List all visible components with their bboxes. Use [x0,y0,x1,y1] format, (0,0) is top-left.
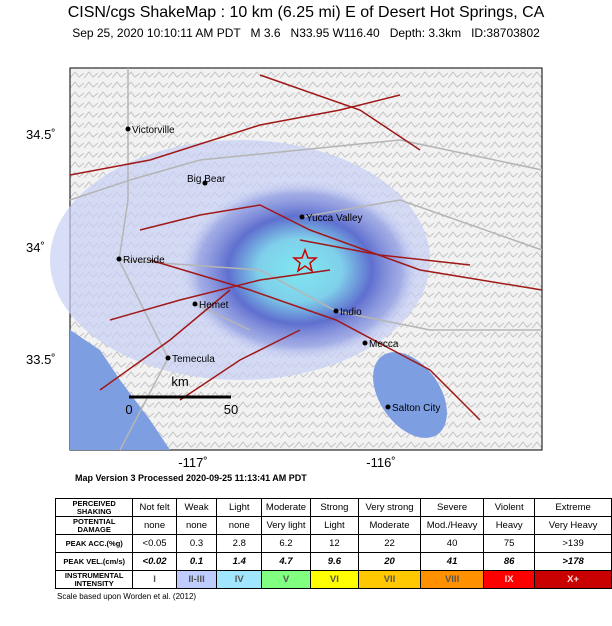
legend-cell: 86 [483,552,536,571]
legend-cell: Strong [309,498,360,517]
legend-header: PEAK ACC.(%g) [54,534,134,553]
place-dot [362,340,368,346]
legend-row: PEAK VEL.(cm/s) <0.02 0.1 1.4 4.7 9.6 20 41 86 >1… [54,552,612,571]
scale-end: 50 [224,402,238,417]
legend-cell: Light [309,516,360,535]
legend-cell: VIII [420,570,485,589]
legend-cell: none [175,516,218,535]
legend-cell: Extreme [534,498,612,517]
legend-cell: IX [483,570,536,589]
legend-cell: none [216,516,263,535]
faults [69,74,543,421]
ocean [70,330,170,450]
place-label: Mecca [369,339,399,350]
place-dot [116,256,122,262]
legend-cell: I [132,570,177,589]
place-dot [125,126,131,132]
place-label: Victorville [132,125,175,136]
legend-cell: Moderate [357,516,422,535]
legend-cell: 22 [357,534,422,553]
legend-cell: Very Heavy [534,516,612,535]
legend-cell: 41 [420,552,485,571]
legend-header: POTENTIAL DAMAGE [54,516,134,535]
legend-cell: Moderate [261,498,311,517]
legend-row: POTENTIAL DAMAGE none none none Very light Li… [54,516,612,535]
legend-cell: Very light [261,516,311,535]
legend-cell: X+ [534,570,612,589]
version: Map Version 3 Processed 2020-09-25 11:13… [75,473,307,483]
legend-cell: Mod./Heavy [420,516,485,535]
legend-cell: II-III [175,570,218,589]
legend-row: PEAK ACC.(%g) <0.05 0.3 2.8 6.2 12 22 40 75 >139 [54,534,612,553]
place-dot [202,180,208,186]
salton-sea [373,352,447,438]
legend-cell: Weak [175,498,218,517]
map: km 0 50 Victorville Big Bear Yucca Valley R… [50,67,543,451]
lat-label: 34.5˚ [26,127,56,142]
legend-cell: <0.02 [132,552,177,571]
legend-cell: VII [357,570,422,589]
lon-label: -117˚ [178,455,208,470]
legend-row: PERCEIVED SHAKING Not felt Weak Light Modera… [54,498,612,517]
place-dot [333,308,339,314]
epicenter [291,247,319,273]
legend-cell: 40 [420,534,485,553]
place-dot [299,214,305,220]
lat-label: 34˚ [26,240,45,255]
legend-cell: Severe [420,498,485,517]
place-dot [165,355,171,361]
place-dot [385,404,391,410]
legend-cell: 4.7 [261,552,311,571]
legend-cell: <0.05 [132,534,177,553]
scale-unit: km [171,374,188,389]
legend-cell: 0.1 [175,552,218,571]
legend-cell: 75 [483,534,536,553]
legend-cell: >178 [534,552,612,571]
legend-cell: >139 [534,534,612,553]
legend-header: PEAK VEL.(cm/s) [54,552,134,571]
legend-header: PERCEIVED SHAKING [54,498,134,517]
footnote: Scale based upon Worden et al. (2012) [57,592,197,601]
legend-cell: none [132,516,177,535]
legend-cell: Heavy [483,516,536,535]
legend-cell: 6.2 [261,534,311,553]
lat-label: 33.5˚ [26,352,56,367]
legend-row: INSTRUMENTAL INTENSITY I II-III IV V VI VII VII… [54,570,612,589]
lon-label: -116˚ [366,455,396,470]
legend-cell: 1.4 [216,552,263,571]
title: CISN/cgs ShakeMap : 10 km (6.25 mi) E of… [67,4,545,21]
intensity-legend: PERCEIVED SHAKING Not felt Weak Light Modera… [54,498,612,589]
legend-cell: Violent [483,498,536,517]
roads [69,68,543,451]
place-dot [192,301,198,307]
place-label: Salton City [392,403,440,414]
scale-start: 0 [125,402,132,417]
legend-cell: 2.8 [216,534,263,553]
place-label: Riverside [123,255,165,266]
place-label: Yucca Valley [306,213,363,224]
subtitle: Sep 25, 2020 10:10:11 AM PDT M 3.6 N33.9… [72,26,540,40]
legend-cell: Very strong [357,498,422,517]
legend-cell: V [261,570,311,589]
legend-cell: 9.6 [309,552,360,571]
place-label: Big Bear [187,174,226,185]
place-label: Hemet [199,300,229,311]
legend-cell: VI [309,570,360,589]
legend-cell: 12 [309,534,360,553]
place-label: Temecula [172,354,215,365]
legend-cell: 20 [357,552,422,571]
legend-cell: Light [216,498,263,517]
legend-cell: 0.3 [175,534,218,553]
place-label: Indio [340,307,362,318]
legend-cell: IV [216,570,263,589]
legend-header: INSTRUMENTAL INTENSITY [54,570,134,589]
legend-cell: Not felt [132,498,177,517]
